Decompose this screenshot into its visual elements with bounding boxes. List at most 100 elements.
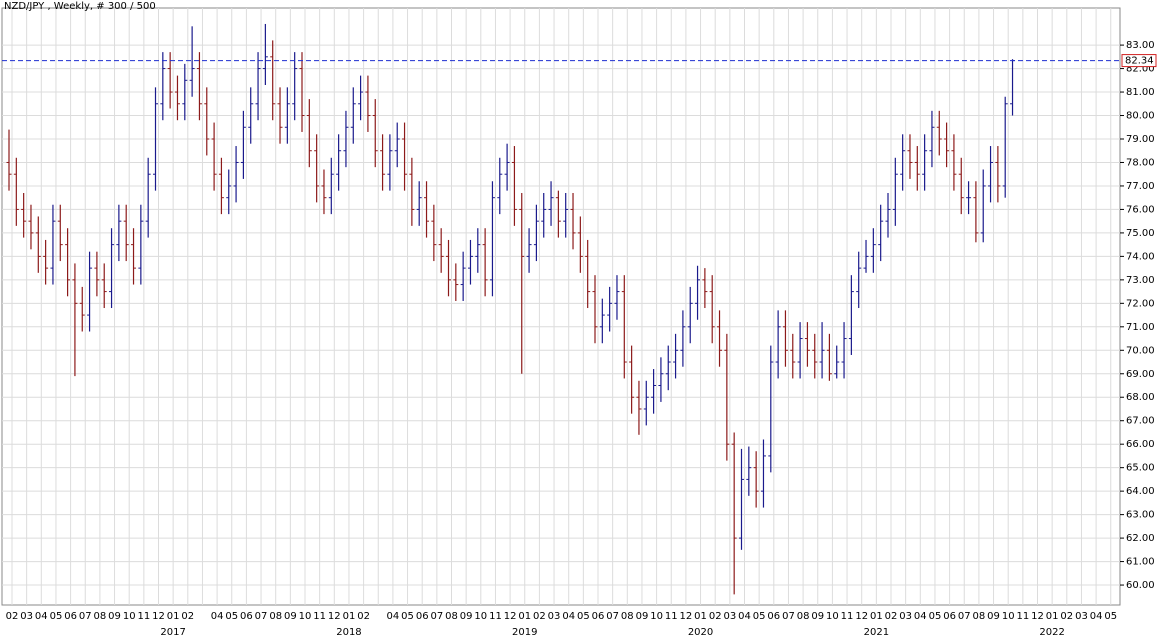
x-tick-label: 11 <box>137 611 150 622</box>
y-tick-label: 63.00 <box>1126 510 1155 521</box>
x-tick-label: 11 <box>1016 611 1029 622</box>
y-tick-label: 70.00 <box>1126 345 1155 356</box>
x-tick-label: 02 <box>357 611 370 622</box>
x-tick-label: 02 <box>1060 611 1073 622</box>
x-tick-label: 09 <box>987 611 1000 622</box>
x-tick-label: 01 <box>1046 611 1059 622</box>
x-tick-label: 11 <box>313 611 326 622</box>
x-tick-label: 02 <box>181 611 194 622</box>
x-tick-label: 04 <box>562 611 575 622</box>
grid <box>2 8 1120 605</box>
x-tick-label: 05 <box>50 611 63 622</box>
x-tick-label: 03 <box>1075 611 1088 622</box>
x-tick-label: 11 <box>665 611 678 622</box>
y-tick-label: 83.00 <box>1126 40 1155 51</box>
x-tick-label: 03 <box>899 611 912 622</box>
y-tick-label: 80.00 <box>1126 111 1155 122</box>
x-tick-label: 12 <box>855 611 868 622</box>
y-tick-label: 72.00 <box>1126 298 1155 309</box>
x-tick-label: 08 <box>797 611 810 622</box>
x-tick-label: 02 <box>885 611 898 622</box>
x-tick-label: 02 <box>709 611 722 622</box>
y-tick-label: 75.00 <box>1126 228 1155 239</box>
x-tick-label: 06 <box>767 611 780 622</box>
x-tick-label: 12 <box>680 611 693 622</box>
x-tick-label: 08 <box>269 611 282 622</box>
x-tick-label: 12 <box>152 611 165 622</box>
y-tick-label: 81.00 <box>1126 87 1155 98</box>
x-tick-label: 07 <box>79 611 92 622</box>
y-tick-label: 69.00 <box>1126 369 1155 380</box>
x-tick-label: 10 <box>299 611 312 622</box>
x-tick-label: 04 <box>1090 611 1103 622</box>
x-tick-label: 07 <box>606 611 619 622</box>
x-tick-label: 08 <box>445 611 458 622</box>
x-tick-label: 04 <box>35 611 48 622</box>
y-tick-label: 73.00 <box>1126 275 1155 286</box>
x-tick-label: 01 <box>694 611 707 622</box>
x-tick-label: 05 <box>577 611 590 622</box>
x-tick-label: 12 <box>328 611 341 622</box>
y-tick-label: 61.00 <box>1126 557 1155 568</box>
x-tick-label: 12 <box>504 611 517 622</box>
x-tick-label: 03 <box>548 611 561 622</box>
x-tick-label: 04 <box>738 611 751 622</box>
year-label: 2020 <box>688 627 713 638</box>
y-tick-label: 79.00 <box>1126 134 1155 145</box>
x-tick-label: 10 <box>1002 611 1015 622</box>
x-tick-label: 06 <box>943 611 956 622</box>
x-tick-label: 10 <box>474 611 487 622</box>
year-label: 2017 <box>160 627 185 638</box>
y-tick-label: 68.00 <box>1126 392 1155 403</box>
x-tick-label: 04 <box>387 611 400 622</box>
x-tick-label: 10 <box>650 611 663 622</box>
y-tick-label: 77.00 <box>1126 181 1155 192</box>
x-tick-label: 10 <box>826 611 839 622</box>
year-label: 2019 <box>512 627 537 638</box>
x-tick-label: 06 <box>592 611 605 622</box>
x-tick-label: 08 <box>621 611 634 622</box>
x-tick-label: 03 <box>723 611 736 622</box>
x-tick-label: 05 <box>1104 611 1117 622</box>
x-tick-label: 01 <box>518 611 531 622</box>
x-tick-label: 12 <box>1031 611 1044 622</box>
year-label: 2021 <box>864 627 889 638</box>
x-tick-label: 01 <box>167 611 180 622</box>
x-tick-label: 09 <box>636 611 649 622</box>
y-tick-label: 82.00 <box>1126 64 1155 75</box>
bars <box>6 23 1016 595</box>
x-tick-label: 11 <box>841 611 854 622</box>
x-tick-label: 07 <box>958 611 971 622</box>
x-tick-label: 03 <box>20 611 33 622</box>
x-tick-label: 02 <box>533 611 546 622</box>
x-tick-label: 08 <box>973 611 986 622</box>
last-price-box <box>1121 54 1157 68</box>
x-tick-label: 05 <box>929 611 942 622</box>
y-tick-label: 74.00 <box>1126 251 1155 262</box>
y-tick-label: 60.00 <box>1126 580 1155 591</box>
x-tick-label: 06 <box>64 611 77 622</box>
x-tick-label: 05 <box>401 611 414 622</box>
x-tick-label: 08 <box>94 611 107 622</box>
y-tick-label: 76.00 <box>1126 204 1155 215</box>
x-tick-label: 04 <box>914 611 927 622</box>
y-tick-label: 62.00 <box>1126 533 1155 544</box>
y-tick-label: 71.00 <box>1126 322 1155 333</box>
y-tick-label: 65.00 <box>1126 463 1155 474</box>
x-tick-label: 09 <box>108 611 121 622</box>
x-tick-label: 06 <box>416 611 429 622</box>
x-tick-label: 04 <box>211 611 224 622</box>
year-label: 2018 <box>336 627 361 638</box>
x-tick-label: 11 <box>489 611 502 622</box>
plot-frame <box>1 7 1121 606</box>
x-tick-label: 05 <box>753 611 766 622</box>
x-tick-label: 07 <box>782 611 795 622</box>
x-tick-label: 07 <box>255 611 268 622</box>
x-tick-label: 02 <box>6 611 19 622</box>
y-tick-label: 67.00 <box>1126 416 1155 427</box>
y-tick-label: 66.00 <box>1126 439 1155 450</box>
x-tick-label: 07 <box>430 611 443 622</box>
x-tick-label: 10 <box>123 611 136 622</box>
last-price-label: 82.34 <box>1125 56 1154 67</box>
